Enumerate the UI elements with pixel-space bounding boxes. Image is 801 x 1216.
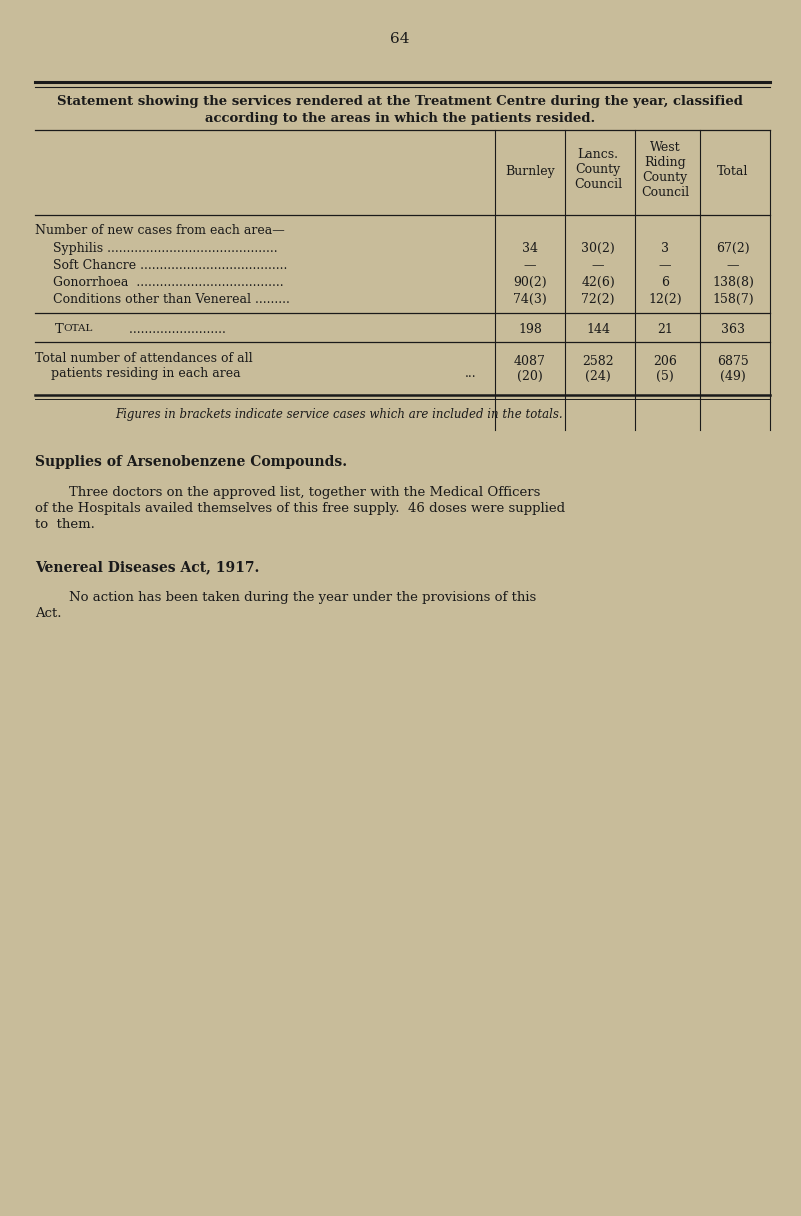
- Text: 42(6): 42(6): [581, 276, 615, 289]
- Text: —: —: [524, 259, 536, 272]
- Text: No action has been taken during the year under the provisions of this: No action has been taken during the year…: [35, 591, 536, 604]
- Text: Figures in brackets indicate service cases which are included in the totals.: Figures in brackets indicate service cas…: [115, 409, 562, 421]
- Text: .........................: .........................: [113, 323, 226, 336]
- Text: Act.: Act.: [35, 607, 62, 620]
- Text: patients residing in each area: patients residing in each area: [35, 367, 240, 379]
- Text: Lancs.: Lancs.: [578, 148, 618, 161]
- Text: Three doctors on the approved list, together with the Medical Officers: Three doctors on the approved list, toge…: [35, 486, 541, 499]
- Text: Total: Total: [718, 165, 749, 178]
- Text: 30(2): 30(2): [581, 242, 615, 255]
- Text: T: T: [55, 323, 64, 336]
- Text: Total number of attendances of all: Total number of attendances of all: [35, 351, 252, 365]
- Text: West: West: [650, 141, 680, 154]
- Text: 3: 3: [661, 242, 669, 255]
- Text: Burnley: Burnley: [505, 165, 555, 178]
- Text: (49): (49): [720, 370, 746, 383]
- Text: 90(2): 90(2): [513, 276, 547, 289]
- Text: Number of new cases from each area—: Number of new cases from each area—: [35, 224, 284, 237]
- Text: 21: 21: [657, 323, 673, 336]
- Text: Venereal Diseases Act, 1917.: Venereal Diseases Act, 1917.: [35, 561, 260, 574]
- Text: 198: 198: [518, 323, 542, 336]
- Text: to  them.: to them.: [35, 518, 95, 531]
- Text: 144: 144: [586, 323, 610, 336]
- Text: 67(2): 67(2): [716, 242, 750, 255]
- Text: Statement showing the services rendered at the Treatment Centre during the year,: Statement showing the services rendered …: [57, 95, 743, 108]
- Text: according to the areas in which the patients resided.: according to the areas in which the pati…: [205, 112, 595, 125]
- Text: 363: 363: [721, 323, 745, 336]
- Text: (5): (5): [656, 370, 674, 383]
- Text: —: —: [727, 259, 739, 272]
- Text: OTAL: OTAL: [63, 323, 92, 333]
- Text: 4087: 4087: [514, 355, 546, 368]
- Text: Council: Council: [574, 178, 622, 191]
- Text: 12(2): 12(2): [648, 293, 682, 306]
- Text: County: County: [642, 171, 687, 184]
- Text: 34: 34: [522, 242, 538, 255]
- Text: Syphilis ............................................: Syphilis ...............................…: [53, 242, 278, 255]
- Text: 138(8): 138(8): [712, 276, 754, 289]
- Text: County: County: [575, 163, 621, 176]
- Text: 74(3): 74(3): [513, 293, 547, 306]
- Text: Supplies of Arsenobenzene Compounds.: Supplies of Arsenobenzene Compounds.: [35, 455, 347, 469]
- Text: Soft Chancre ......................................: Soft Chancre ...........................…: [53, 259, 288, 272]
- Text: (24): (24): [585, 370, 611, 383]
- Text: Conditions other than Venereal .........: Conditions other than Venereal .........: [53, 293, 290, 306]
- Text: 2582: 2582: [582, 355, 614, 368]
- Text: 72(2): 72(2): [582, 293, 614, 306]
- Text: 64: 64: [390, 32, 410, 46]
- Text: (20): (20): [517, 370, 543, 383]
- Text: of the Hospitals availed themselves of this free supply.  46 doses were supplied: of the Hospitals availed themselves of t…: [35, 502, 566, 516]
- Text: —: —: [592, 259, 604, 272]
- Text: 6: 6: [661, 276, 669, 289]
- Text: Council: Council: [641, 186, 689, 199]
- Text: —: —: [658, 259, 671, 272]
- Text: 6875: 6875: [717, 355, 749, 368]
- Text: 206: 206: [653, 355, 677, 368]
- Text: ...: ...: [465, 367, 477, 379]
- Text: 158(7): 158(7): [712, 293, 754, 306]
- Text: Gonorrhoea  ......................................: Gonorrhoea .............................…: [53, 276, 284, 289]
- Text: Riding: Riding: [644, 156, 686, 169]
